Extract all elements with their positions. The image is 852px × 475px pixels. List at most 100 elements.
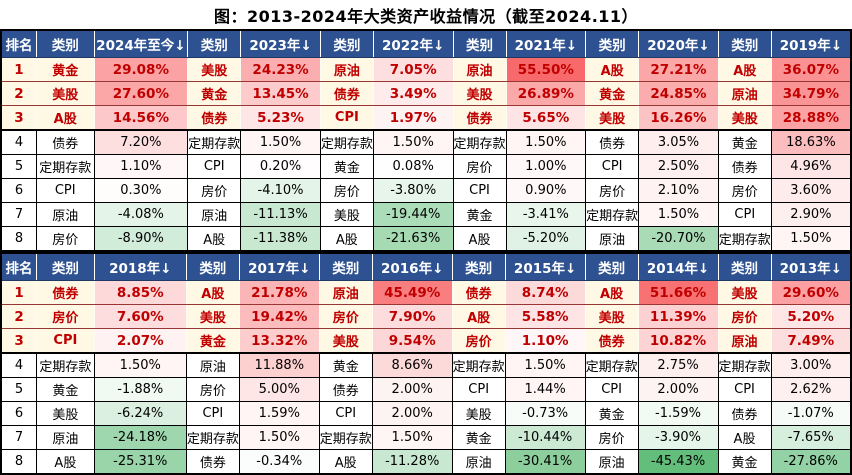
value-cell: -20.70%	[638, 226, 719, 252]
category-cell: 债券	[35, 129, 95, 155]
value-cell: 2.90%	[770, 202, 852, 227]
value-cell: -1.59%	[637, 401, 719, 426]
year-header-cell: 2019年↓	[770, 29, 852, 58]
value-cell: 0.90%	[505, 178, 587, 203]
value-cell: 1.50%	[505, 129, 587, 155]
year-header-cell: 2022年↓	[372, 29, 454, 58]
category-cell: 黄金	[187, 81, 242, 106]
category-cell: 房价	[318, 304, 373, 329]
value-cell: 29.60%	[770, 280, 852, 305]
rank-cell: 5	[0, 154, 37, 179]
value-cell: 51.66%	[637, 280, 719, 305]
value-cell: 7.20%	[93, 129, 189, 155]
year-header-cell: 2017年↓	[238, 252, 320, 281]
category-header-cell: 类别	[451, 252, 506, 281]
category-cell: 房价	[319, 178, 374, 203]
table-row: 6 CPI 0.30% 房价 -4.10% 房价 -3.80% CPI 0.90% 房价 2.10%…	[0, 178, 852, 203]
rank-cell: 6	[0, 178, 37, 203]
value-cell: 24.23%	[240, 57, 321, 82]
value-cell: -11.28%	[371, 449, 453, 475]
category-cell: 黄金	[717, 449, 772, 475]
value-cell: 29.08%	[93, 57, 189, 82]
category-cell: 美股	[185, 304, 240, 329]
category-header-cell: 类别	[318, 252, 373, 281]
value-cell: 5.58%	[504, 304, 586, 329]
category-header-cell: 类别	[717, 29, 772, 58]
rank-cell: 1	[0, 280, 38, 305]
year-header-cell: 2016年↓	[371, 252, 453, 281]
category-cell: 定期存款	[319, 129, 374, 155]
table-row: 7 原油 -4.08% 原油 -11.13% 美股 -19.44% 黄金 -3.41% 定期存款 1…	[0, 202, 852, 227]
category-cell: CPI	[319, 105, 374, 131]
value-cell: 21.78%	[238, 280, 320, 305]
value-cell: -45.43%	[637, 449, 719, 475]
value-cell: 1.50%	[240, 129, 321, 155]
rank-cell: 4	[0, 129, 37, 155]
rank-cell: 8	[0, 449, 38, 475]
value-cell: 3.60%	[770, 178, 852, 203]
category-cell: 原油	[36, 425, 95, 450]
category-cell: 定期存款	[35, 154, 95, 179]
value-cell: -30.41%	[504, 449, 586, 475]
value-cell: 27.21%	[638, 57, 719, 82]
value-cell: -4.08%	[93, 202, 189, 227]
category-cell: 原油	[452, 57, 507, 82]
category-cell: 美股	[717, 280, 772, 305]
category-cell: CPI	[584, 377, 639, 402]
year-header-cell: 2020年↓	[638, 29, 719, 58]
value-cell: 19.42%	[238, 304, 320, 329]
header-row: 排名 类别 2018年↓ 类别 2017年↓ 类别 2016年↓ 类别 2015年↓ 类别 2014…	[0, 252, 852, 281]
category-cell: 黄金	[717, 129, 772, 155]
table-row: 3 CPI 2.07% 黄金 13.32% 美股 9.54% 房价 1.10% 债券 10.82% 原…	[0, 328, 852, 354]
value-cell: 0.20%	[240, 154, 321, 179]
value-cell: 11.39%	[637, 304, 719, 329]
value-cell: 0.08%	[372, 154, 454, 179]
year-header-cell: 2018年↓	[93, 252, 187, 281]
value-cell: 1.97%	[372, 105, 454, 131]
table-row: 2 美股 27.60% 黄金 13.45% 债券 3.49% 美股 26.89% 黄金 24.85%…	[0, 81, 852, 106]
value-cell: 11.88%	[238, 352, 320, 378]
rank-cell: 6	[0, 401, 38, 426]
category-cell: CPI	[185, 401, 240, 426]
value-cell: 5.23%	[240, 105, 321, 131]
category-header-cell: 类别	[187, 29, 242, 58]
value-cell: -11.38%	[240, 226, 321, 252]
value-cell: 1.50%	[93, 352, 187, 378]
category-cell: 债券	[452, 105, 507, 131]
category-cell: 美股	[35, 81, 95, 106]
rank-header-cell: 排名	[0, 29, 37, 58]
category-cell: A股	[319, 226, 374, 252]
value-cell: 18.63%	[770, 129, 852, 155]
category-cell: 原油	[318, 280, 373, 305]
category-cell: 原油	[585, 226, 640, 252]
category-header-cell: 类别	[36, 252, 95, 281]
category-cell: 美股	[451, 401, 506, 426]
value-cell: 1.50%	[238, 425, 320, 450]
category-cell: A股	[36, 449, 95, 475]
rank-cell: 4	[0, 352, 38, 378]
category-cell: 房价	[185, 377, 240, 402]
value-cell: 16.26%	[638, 105, 719, 131]
value-cell: 7.90%	[371, 304, 453, 329]
value-cell: 2.00%	[371, 377, 453, 402]
value-cell: 0.30%	[93, 178, 189, 203]
category-cell: 原油	[319, 57, 374, 82]
category-cell: CPI	[187, 154, 242, 179]
header-row: 排名 类别 2024年至今↓ 类别 2023年↓ 类别 2022年↓ 类别 2021年↓ 类别 20…	[0, 29, 852, 58]
value-cell: 2.62%	[770, 377, 852, 402]
category-cell: 黄金	[452, 202, 507, 227]
category-cell: CPI	[35, 178, 95, 203]
value-cell: 8.66%	[371, 352, 453, 378]
value-cell: 7.60%	[93, 304, 187, 329]
value-cell: 8.85%	[93, 280, 187, 305]
value-cell: -25.31%	[93, 449, 187, 475]
table-row: 6 美股 -6.24% CPI 1.59% CPI 2.00% 美股 -0.73% 黄金 -1.59…	[0, 401, 852, 426]
category-cell: CPI	[717, 377, 772, 402]
value-cell: -19.44%	[372, 202, 454, 227]
category-cell: 房价	[717, 304, 772, 329]
value-cell: -24.18%	[93, 425, 187, 450]
value-cell: -5.20%	[505, 226, 587, 252]
category-header-cell: 类别	[319, 29, 374, 58]
category-cell: 债券	[319, 81, 374, 106]
category-cell: 房价	[585, 178, 640, 203]
